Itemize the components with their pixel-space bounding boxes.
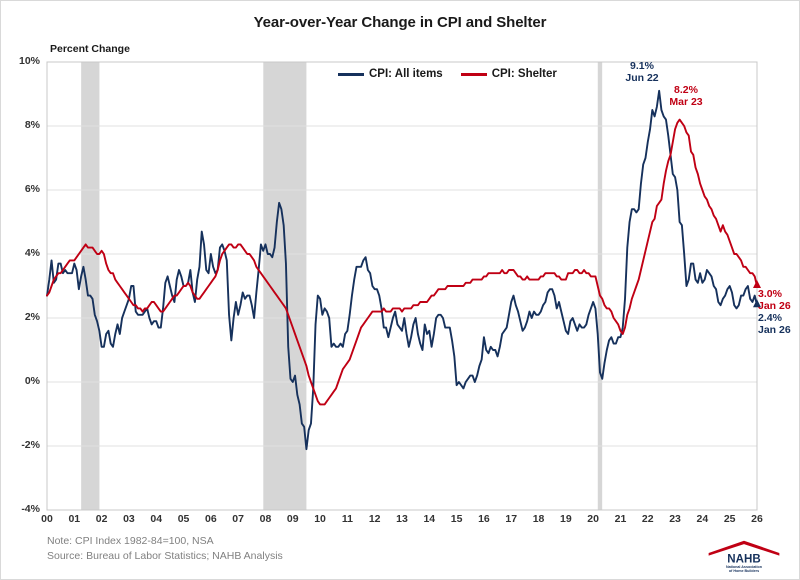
y-axis-tick: -4% [21, 503, 40, 515]
footer-notes: Note: CPI Index 1982-84=100, NSA Source:… [47, 534, 283, 564]
footer-source: Source: Bureau of Labor Statistics; NAHB… [47, 550, 283, 562]
legend-label-cpi-all-items: CPI: All items [369, 68, 443, 80]
series-line [46, 118, 758, 406]
logo-tagline-line2: of Home Builders [729, 569, 759, 572]
logo-tagline-line1: National Association [726, 565, 762, 569]
logo-house-body [714, 554, 774, 564]
recession-bands [81, 62, 603, 510]
nahb-logo: NAHB National Association of Home Builde… [708, 540, 780, 572]
data-series [46, 89, 758, 451]
x-axis-tick: 26 [751, 513, 763, 525]
recession-band [81, 62, 100, 510]
annotation-shelter-peak-date: Mar 23 [669, 96, 703, 108]
x-axis-tick: 04 [150, 513, 163, 525]
x-axis-tick: 17 [505, 513, 518, 525]
x-axis-tick: 06 [205, 513, 217, 525]
x-axis-tick: 12 [368, 513, 381, 525]
y-axis-tick: -2% [21, 439, 40, 451]
endpoint-marker [753, 299, 761, 308]
legend-item-cpi-shelter[interactable]: CPI: Shelter [460, 68, 557, 80]
series-line [46, 89, 758, 451]
x-axis-tick: 11 [341, 513, 353, 525]
x-axis-tick: 15 [450, 513, 463, 525]
x-axis-tick: 18 [532, 513, 545, 525]
chart-legend: CPI: All items CPI: Shelter [338, 68, 557, 80]
y-axis-tick: 8% [24, 119, 40, 131]
page-title: Year-over-Year Change in CPI and Shelter [253, 14, 547, 31]
logo-wordmark: NAHB [727, 553, 760, 565]
footer-note: Note: CPI Index 1982-84=100, NSA [47, 535, 214, 547]
y-axis-tick: 6% [24, 183, 40, 195]
y-axis-label: Percent Change [50, 43, 130, 55]
legend-swatch-red [460, 72, 487, 76]
legend-item-cpi-all-items[interactable]: CPI: All items [338, 68, 443, 80]
y-axis-tick: 0% [24, 375, 40, 387]
annotation-cpi-end-value: 2.4% [758, 312, 782, 324]
x-axis-tick: 02 [95, 513, 108, 525]
annotation-cpi-peak: 9.1% Jun 22 [612, 60, 672, 84]
annotation-shelter-peak: 8.2% Mar 23 [656, 84, 716, 108]
annotation-cpi-peak-date: Jun 22 [625, 72, 659, 84]
x-axis-tick: 05 [177, 513, 190, 525]
y-axis-tick: 4% [24, 247, 40, 259]
x-axis-tick: 13 [396, 513, 408, 525]
legend-label-cpi-shelter: CPI: Shelter [491, 68, 557, 80]
x-axis-tick: 21 [614, 513, 627, 525]
endpoint-marker [753, 280, 761, 288]
annotation-shelter-end-date: Jan 26 [758, 300, 791, 312]
annotation-shelter-endpoint: 3.0% Jan 26 [758, 288, 800, 312]
x-axis-tick: 08 [259, 513, 272, 525]
x-axis-tick: 14 [423, 513, 436, 525]
x-axis-tick: 03 [123, 513, 135, 525]
annotation-cpi-peak-value: 9.1% [630, 60, 654, 72]
x-axis-tick: 10 [314, 513, 326, 525]
x-axis-tick: 23 [669, 513, 681, 525]
x-axis-tick: 16 [478, 513, 490, 525]
y-axis-tick: 10% [18, 55, 40, 67]
x-axis-tick: 25 [723, 513, 736, 525]
annotation-cpi-endpoint: 2.4% Jan 26 [758, 312, 800, 336]
x-axis-tick: 20 [587, 513, 599, 525]
x-axis-tick: 01 [68, 513, 81, 525]
annotation-cpi-end-date: Jan 26 [758, 324, 791, 336]
x-axis-tick: 24 [696, 513, 709, 525]
x-axis-tick: 00 [41, 513, 53, 525]
x-axis-tick: 19 [560, 513, 572, 525]
x-axis-tick: 22 [641, 513, 654, 525]
endpoint-markers [753, 280, 761, 308]
legend-swatch-navy [338, 72, 364, 76]
recession-band [597, 62, 603, 510]
annotation-shelter-end-value: 3.0% [758, 288, 782, 300]
y-axis-tick: 2% [24, 311, 40, 323]
x-axis-tick: 09 [286, 513, 299, 525]
annotation-shelter-peak-value: 8.2% [674, 84, 698, 96]
x-axis-tick: 07 [232, 513, 244, 525]
logo-roof-icon [708, 540, 780, 556]
